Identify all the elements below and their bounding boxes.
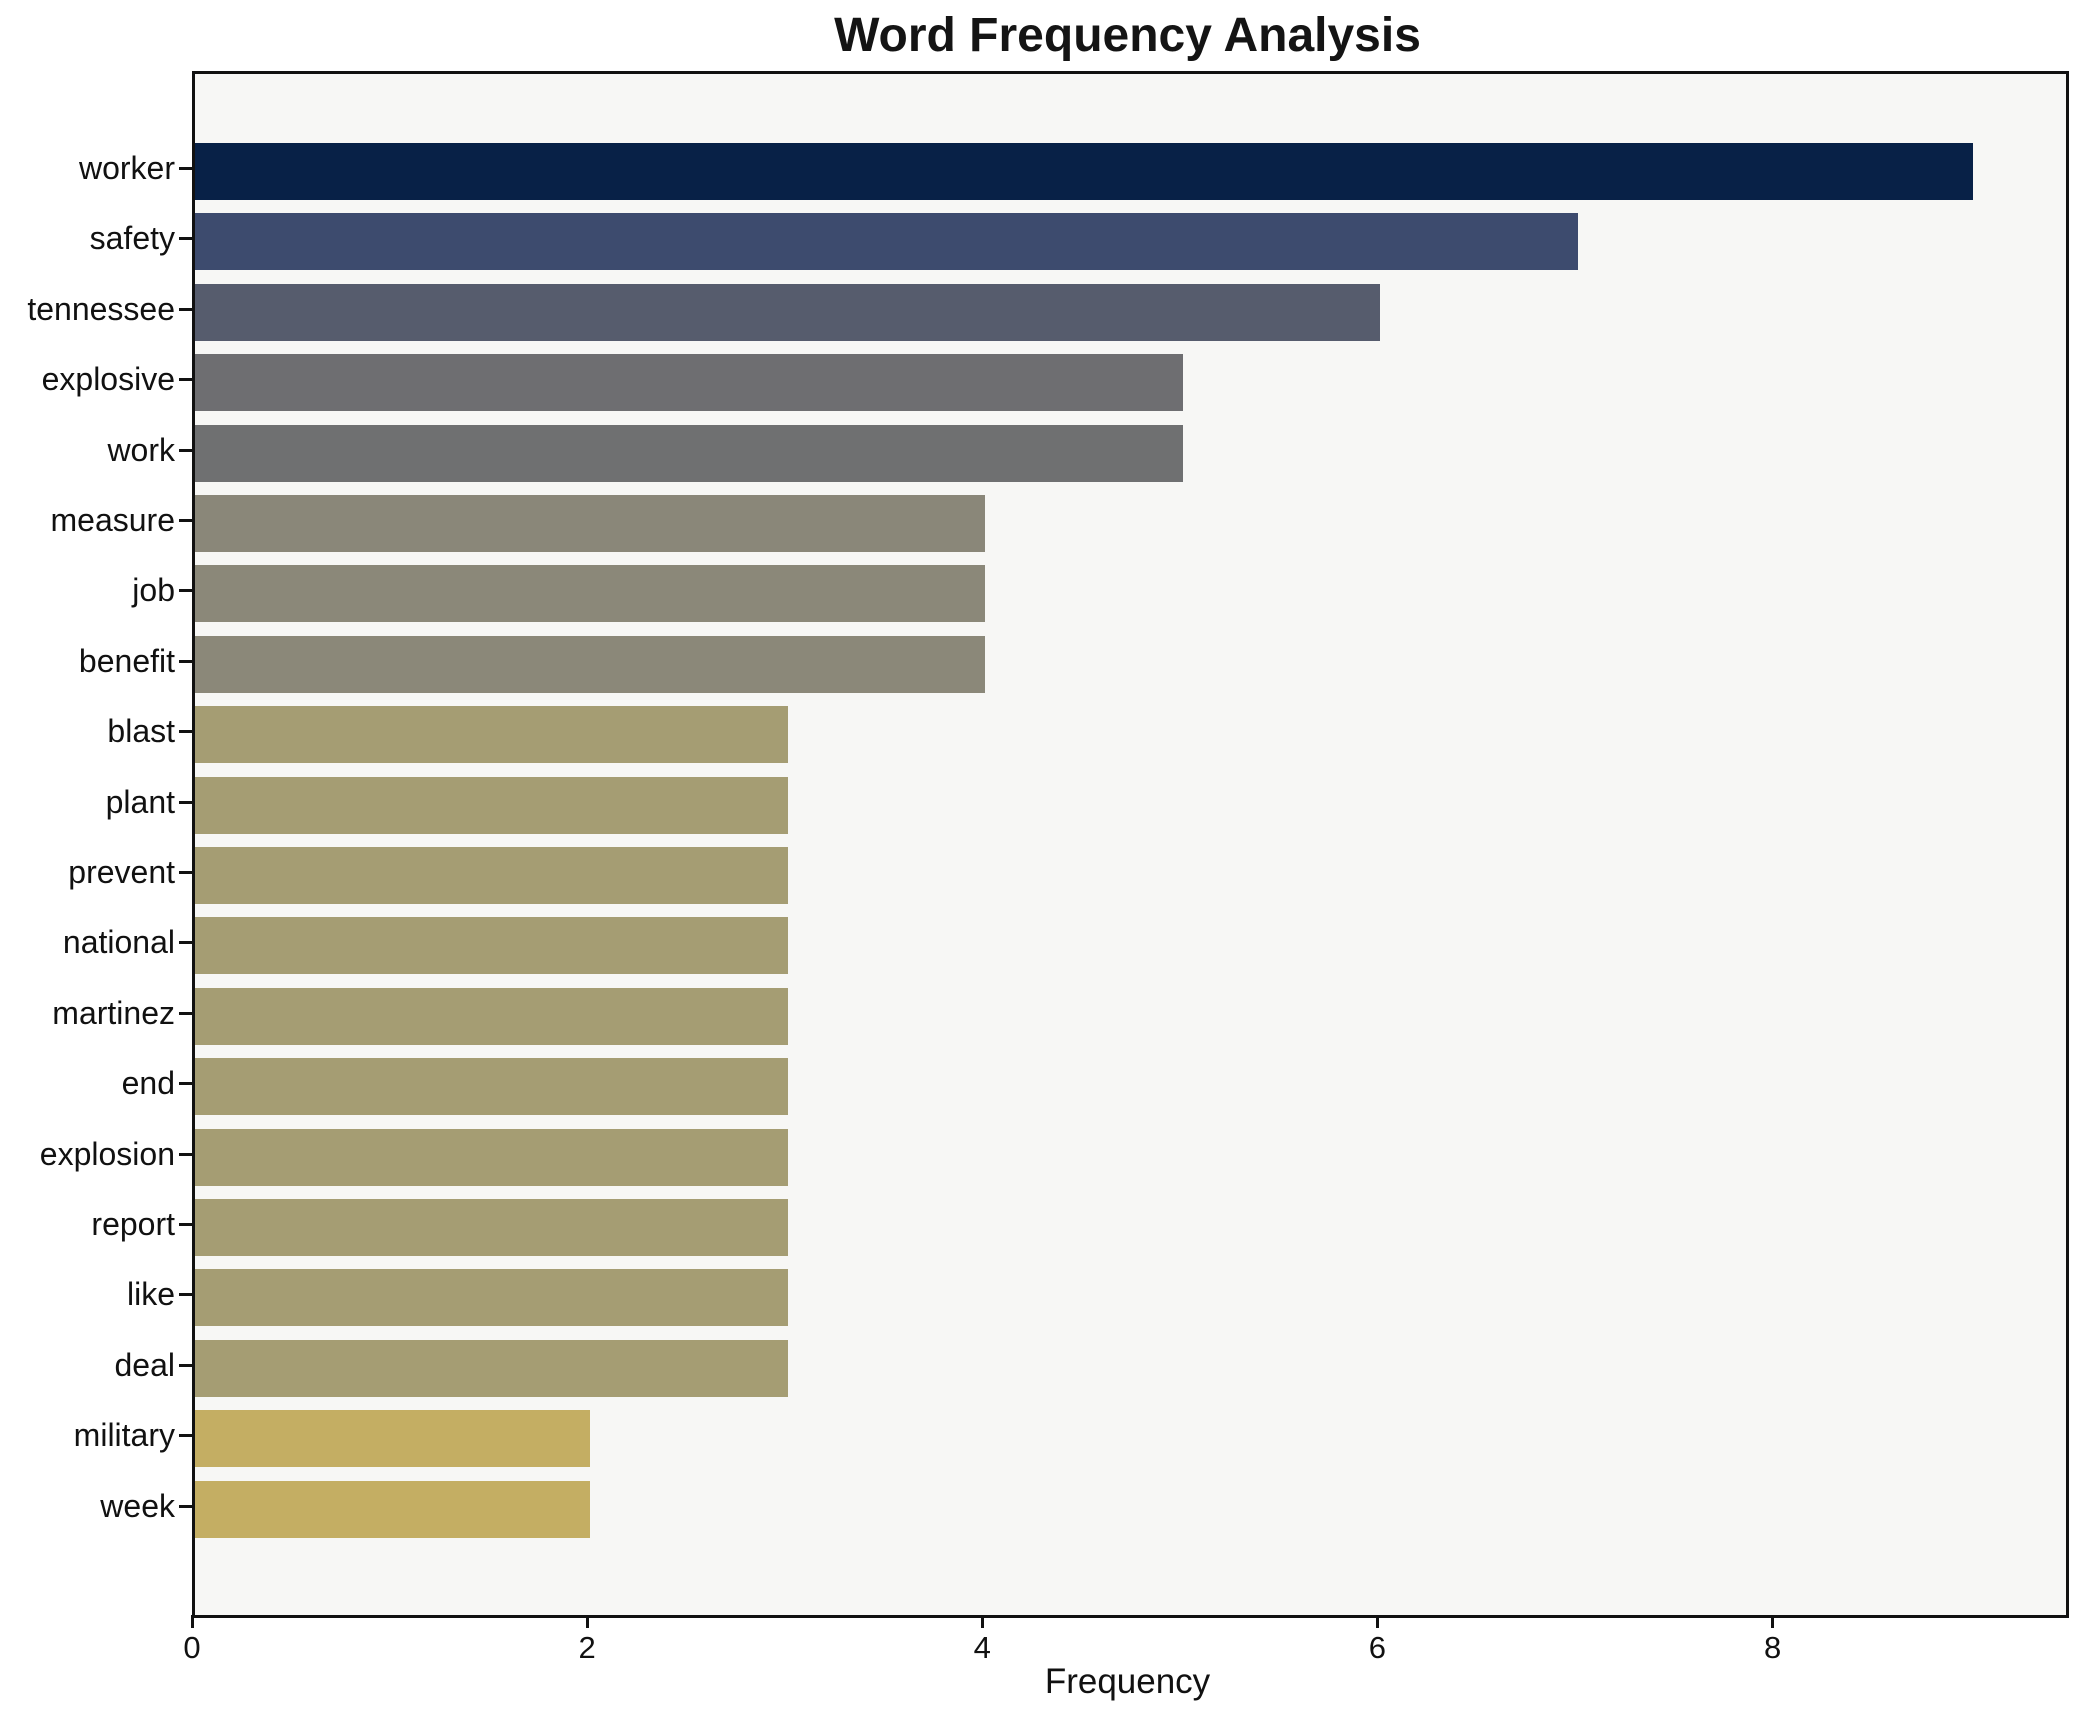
y-tick-mark (179, 589, 192, 593)
y-tick-label-benefit: benefit (78, 642, 175, 679)
chart-title: Word Frequency Analysis (834, 9, 1421, 62)
x-tick-label-0: 0 (183, 1630, 201, 1665)
bar-national (195, 917, 788, 975)
y-tick-mark (179, 941, 192, 945)
y-tick-label-deal: deal (114, 1346, 176, 1383)
y-tick-label-report: report (91, 1206, 175, 1242)
x-tick-label-6: 6 (1368, 1630, 1387, 1665)
y-tick-mark (179, 1434, 192, 1438)
y-tick-mark (179, 1363, 192, 1367)
bar-benefit (195, 635, 986, 693)
y-tick-label-plant: plant (105, 783, 175, 820)
y-tick-mark (179, 1504, 192, 1508)
y-tick-label-tennessee: tennessee (27, 290, 175, 327)
y-tick-mark (179, 448, 192, 452)
y-tick-label-job: job (132, 572, 175, 609)
bar-job (195, 565, 986, 623)
bar-report (195, 1199, 788, 1256)
y-tick-label-explosion: explosion (39, 1135, 175, 1172)
y-tick-label-worker: worker (78, 150, 175, 186)
x-tick-label-2: 2 (578, 1630, 596, 1665)
y-tick-mark (179, 1152, 192, 1156)
plot-area (192, 71, 2069, 1618)
bar-explosion (195, 1128, 788, 1186)
bar-week (195, 1480, 591, 1538)
x-tick-mark (585, 1615, 589, 1628)
y-tick-mark (179, 167, 192, 170)
y-tick-label-prevent: prevent (68, 854, 175, 890)
y-tick-label-week: week (100, 1487, 175, 1524)
x-axis-label: Frequency (1044, 1662, 1211, 1701)
x-tick-mark (1771, 1615, 1775, 1628)
y-tick-mark (179, 1082, 192, 1086)
y-tick-mark (179, 1293, 192, 1297)
y-tick-label-blast: blast (107, 713, 175, 750)
bar-work (195, 424, 1183, 482)
x-tick-mark (980, 1615, 984, 1628)
bar-prevent (195, 847, 788, 904)
y-tick-label-safety: safety (89, 220, 175, 257)
y-tick-mark (179, 871, 192, 874)
y-tick-label-end: end (121, 1065, 175, 1102)
bar-blast (195, 706, 788, 764)
bar-deal (195, 1339, 788, 1397)
y-tick-mark (179, 378, 192, 382)
y-tick-mark (179, 1223, 192, 1226)
bar-like (195, 1269, 788, 1327)
y-tick-mark (179, 800, 192, 804)
bar-end (195, 1058, 788, 1116)
y-tick-mark (179, 519, 192, 522)
y-tick-label-military: military (73, 1417, 175, 1454)
y-tick-label-national: national (62, 924, 175, 961)
x-tick-mark (1375, 1615, 1379, 1628)
x-tick-mark (190, 1615, 194, 1628)
bar-measure (195, 495, 986, 552)
bar-explosive (195, 354, 1183, 412)
x-tick-label-4: 4 (973, 1630, 991, 1665)
y-tick-mark (179, 730, 192, 734)
bar-safety (195, 213, 1578, 271)
y-tick-label-martinez: martinez (52, 994, 175, 1031)
y-tick-label-measure: measure (50, 502, 176, 538)
y-tick-mark (179, 659, 192, 663)
bar-plant (195, 776, 788, 834)
y-tick-label-like: like (126, 1276, 175, 1313)
y-tick-label-work: work (107, 431, 175, 468)
y-tick-mark (179, 1011, 192, 1015)
x-tick-label-8: 8 (1763, 1630, 1782, 1665)
y-tick-mark (179, 237, 192, 241)
bar-tennessee (195, 283, 1381, 341)
bar-worker (195, 143, 1974, 200)
bars-layer (195, 74, 2066, 1615)
bar-martinez (195, 987, 788, 1045)
y-tick-mark (179, 307, 192, 311)
bar-military (195, 1410, 591, 1468)
y-tick-label-explosive: explosive (41, 361, 175, 398)
